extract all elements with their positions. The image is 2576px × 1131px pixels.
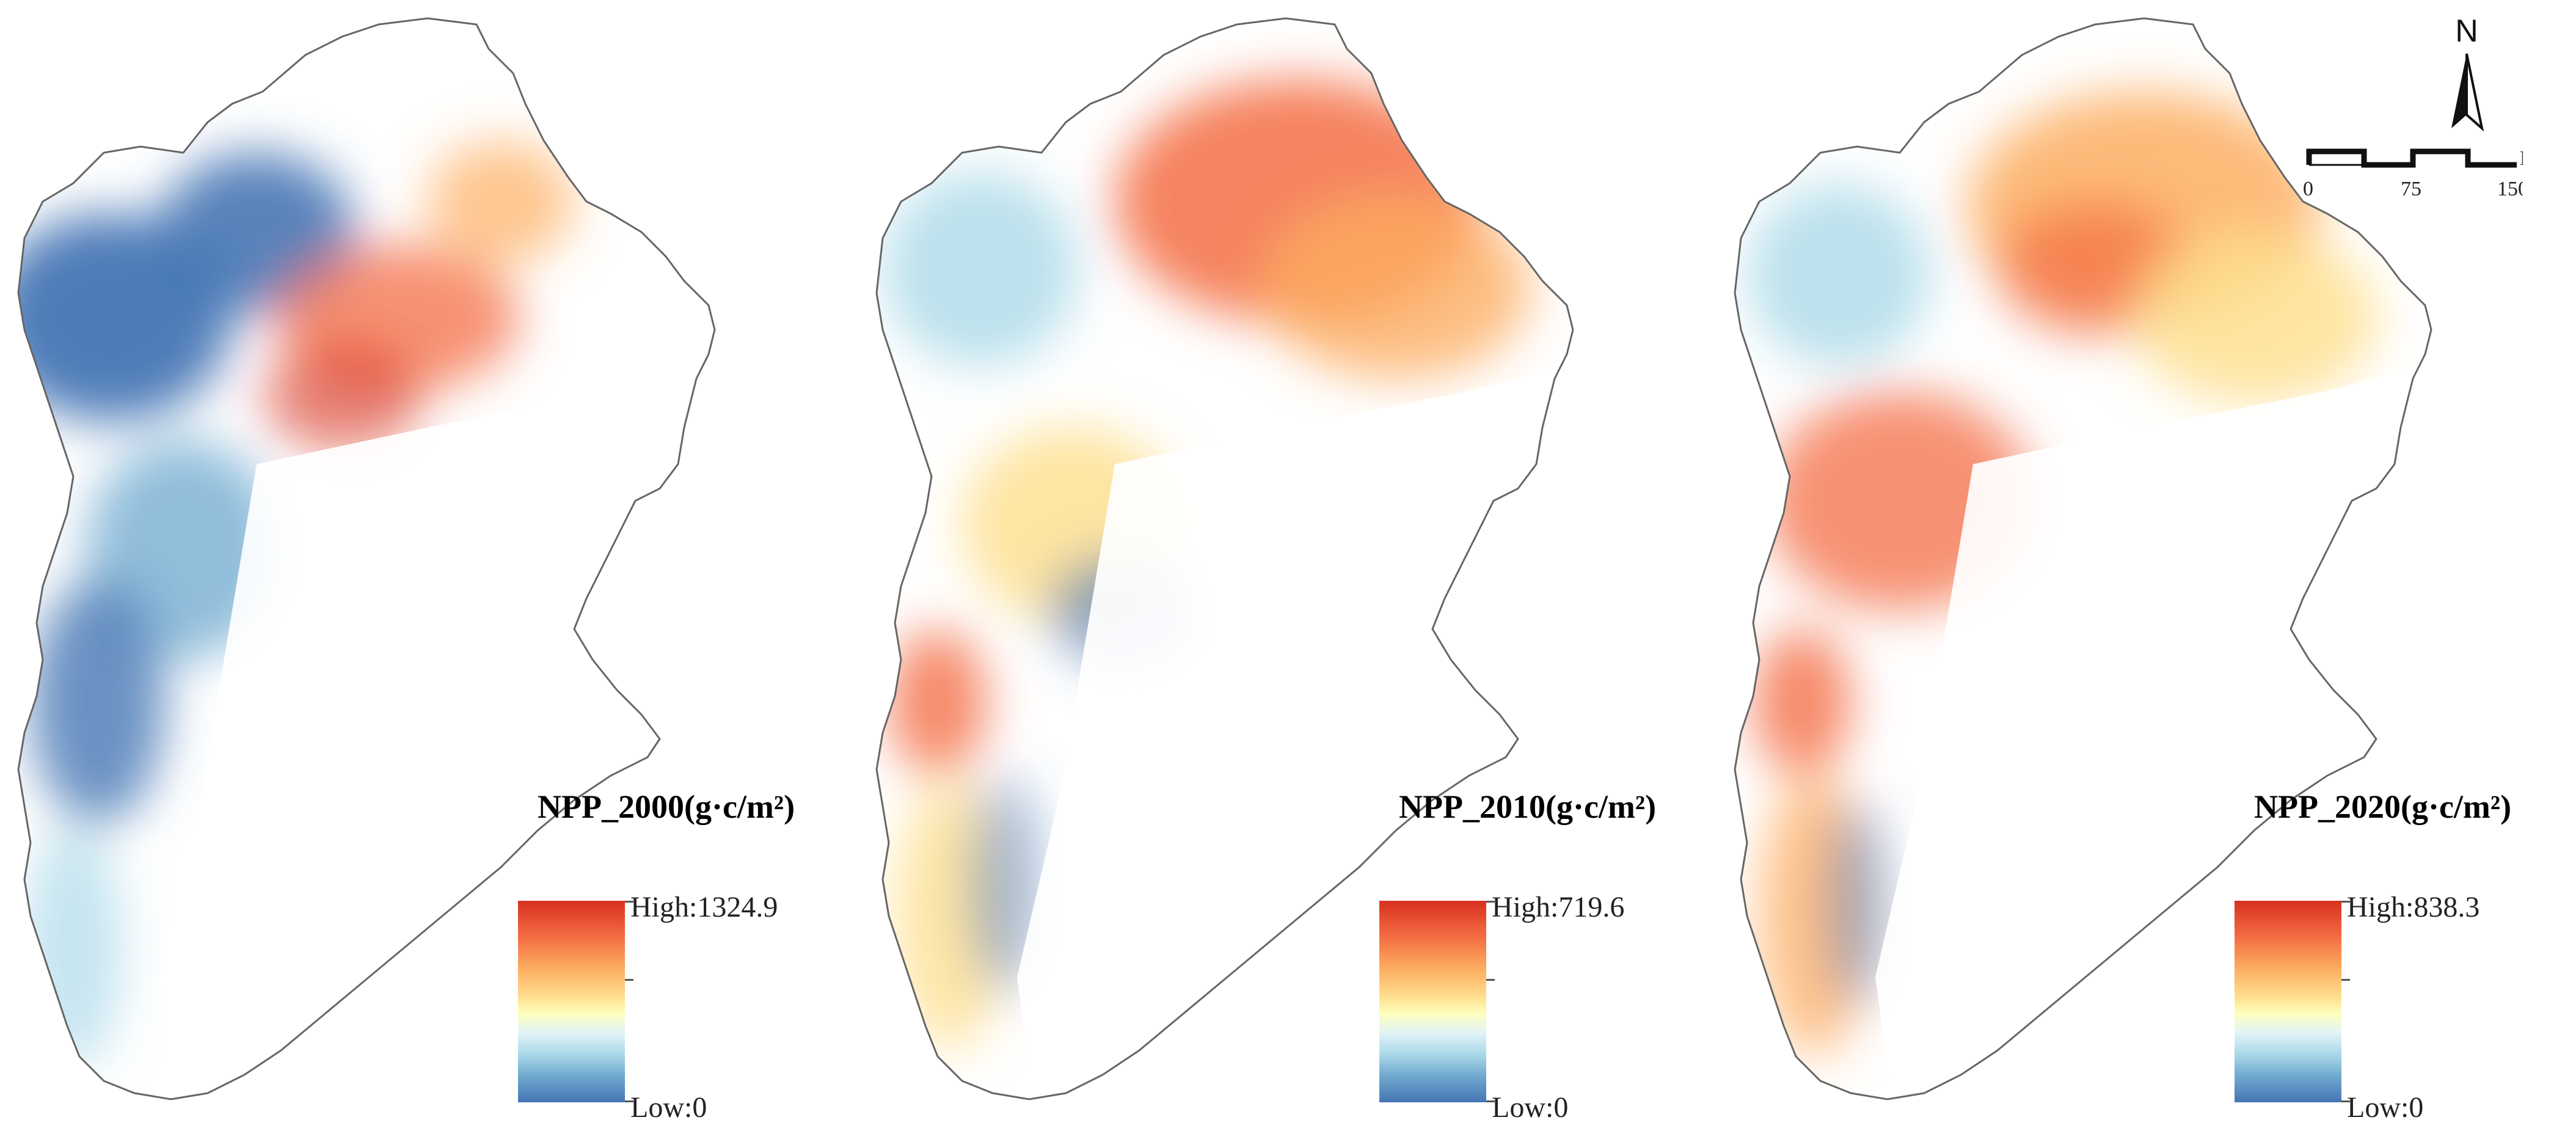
map-panel-2010 xyxy=(858,0,1717,1131)
north-arrow-icon: N xyxy=(2451,13,2484,132)
region-map-svg xyxy=(875,17,1574,1100)
legend-low-label: Low:0 xyxy=(1492,1091,1569,1124)
region-map-svg xyxy=(17,17,716,1100)
color-ramp xyxy=(1379,901,1486,1102)
legend-tick-low xyxy=(1486,1100,1495,1102)
npp-patch xyxy=(2132,232,2376,403)
npp-raster xyxy=(18,18,715,1099)
north-label: N xyxy=(2455,13,2478,49)
npp-patch xyxy=(428,140,574,263)
scale-unit: KM xyxy=(2520,147,2523,170)
region-boundary xyxy=(875,17,1574,1100)
npp-patch xyxy=(968,776,1042,995)
legend-tick-high xyxy=(625,901,633,903)
npp-raster xyxy=(877,18,1573,1099)
npp-patch xyxy=(883,171,1078,366)
legend-high-label: High:1324.9 xyxy=(630,891,778,923)
legend-tick-low xyxy=(625,1100,633,1102)
legend-tick-mid xyxy=(2341,979,2350,981)
color-ramp xyxy=(2235,901,2341,1102)
npp-patch xyxy=(24,824,122,1069)
npp-patch xyxy=(1747,183,1930,366)
color-ramp xyxy=(518,901,625,1102)
legend-high-label: High:838.3 xyxy=(2347,891,2480,923)
scale-tick-150: 150 xyxy=(2497,178,2523,200)
legend-tick-high xyxy=(1486,901,1495,903)
legend-low-label: Low:0 xyxy=(2347,1091,2424,1124)
legend-tick-high xyxy=(2341,901,2350,903)
npp-patch xyxy=(31,580,165,824)
npp-patch xyxy=(1826,800,1888,1008)
map-panel-2000 xyxy=(0,0,858,1131)
legend-low-label: Low:0 xyxy=(630,1091,707,1124)
npp-patch xyxy=(263,342,421,452)
north-arrow-scale-bar: N KM 0 75 150 xyxy=(2303,13,2523,200)
legend-title: NPP_2010(g·c/m²) xyxy=(1399,788,1657,825)
npp-patch xyxy=(1261,195,1530,379)
legend-tick-mid xyxy=(1486,979,1495,981)
scale-tick-0: 0 xyxy=(2303,178,2313,200)
legend-title: NPP_2020(g·c/m²) xyxy=(2254,788,2512,825)
npp-patch xyxy=(1753,629,1851,776)
npp-patch xyxy=(889,629,987,776)
scale-tick-75: 75 xyxy=(2401,178,2421,200)
legend-tick-mid xyxy=(625,979,633,981)
region-boundary xyxy=(17,17,716,1100)
legend-tick-low xyxy=(2341,1100,2350,1102)
legend-title: NPP_2000(g·c/m²) xyxy=(538,788,795,825)
legend-high-label: High:719.6 xyxy=(1492,891,1625,923)
region-boundary xyxy=(1734,17,2432,1100)
scale-bar: KM 0 75 150 xyxy=(2303,147,2523,200)
